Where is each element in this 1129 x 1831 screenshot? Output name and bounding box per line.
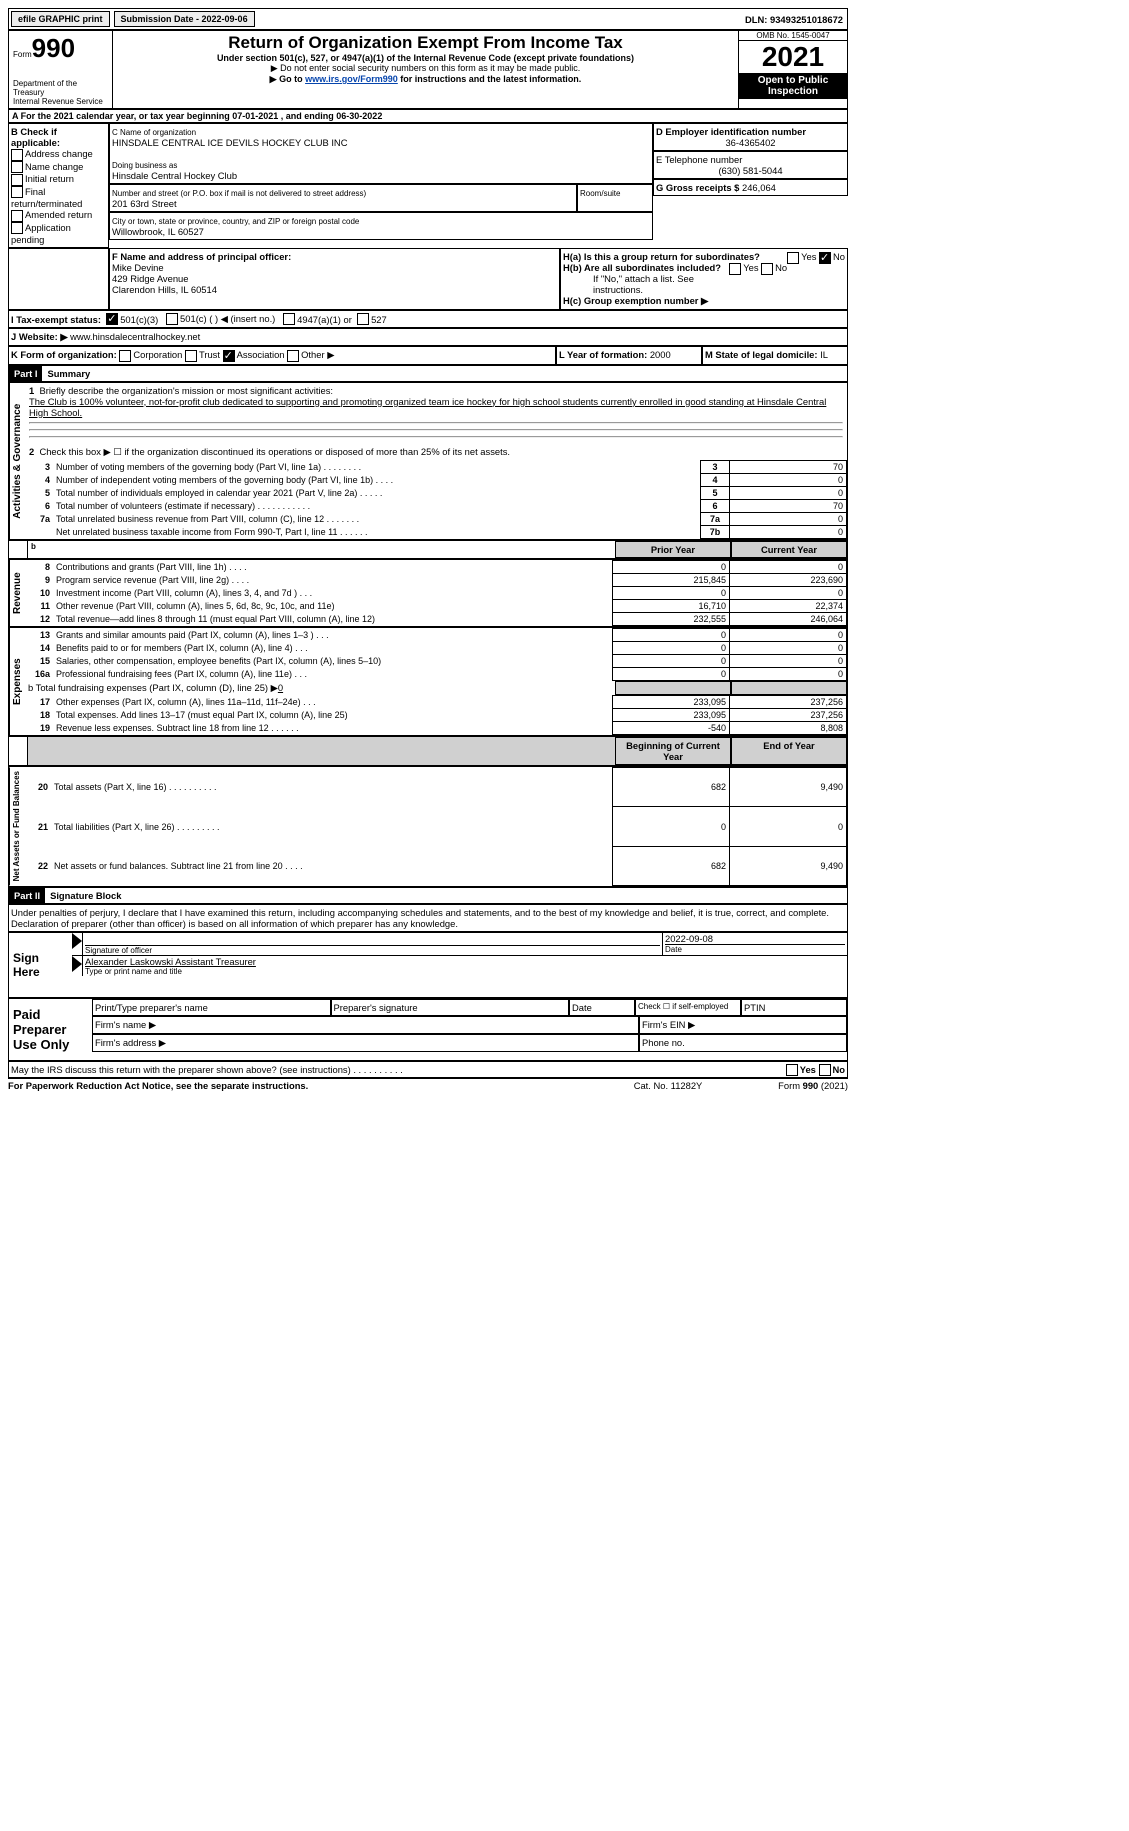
b-opt[interactable]: Initial return <box>11 173 106 186</box>
ha-yes[interactable] <box>787 252 799 264</box>
ha-no[interactable] <box>819 252 831 264</box>
arrow-icon <box>72 956 82 972</box>
irs-link[interactable]: www.irs.gov/Form990 <box>305 74 398 84</box>
tax-year: 2021 <box>739 41 847 73</box>
discuss-no[interactable] <box>819 1064 831 1076</box>
line-a: A For the 2021 calendar year, or tax yea… <box>8 109 848 123</box>
hb-yes[interactable] <box>729 263 741 275</box>
b-opt[interactable]: Final return/terminated <box>11 186 106 210</box>
i-501c3[interactable] <box>106 313 118 325</box>
subdate: Submission Date - 2022-09-06 <box>114 11 255 27</box>
b-opt[interactable]: Application pending <box>11 222 106 246</box>
efile-label: efile GRAPHIC print <box>11 11 110 27</box>
form-footer: Form 990 (2021) <box>728 1080 848 1091</box>
website: www.hinsdalecentralhockey.net <box>68 331 201 342</box>
form-title: Return of Organization Exempt From Incom… <box>115 33 736 53</box>
b-opt[interactable]: Address change <box>11 148 106 161</box>
discuss-yes[interactable] <box>786 1064 798 1076</box>
ein: 36-4365402 <box>656 137 845 148</box>
k-assoc[interactable] <box>223 350 235 362</box>
b-opt[interactable]: Name change <box>11 161 106 174</box>
org-name: HINSDALE CENTRAL ICE DEVILS HOCKEY CLUB … <box>112 137 347 148</box>
hb-no[interactable] <box>761 263 773 275</box>
arrow-icon <box>72 933 82 949</box>
mission: The Club is 100% volunteer, not-for-prof… <box>29 396 826 418</box>
form-header: Form990 Department of the Treasury Inter… <box>8 30 848 109</box>
phone: (630) 581-5044 <box>656 165 845 176</box>
declaration: Under penalties of perjury, I declare th… <box>8 904 848 932</box>
topbar: efile GRAPHIC print Submission Date - 20… <box>8 8 848 30</box>
b-opt[interactable]: Amended return <box>11 209 106 222</box>
dln: DLN: 93493251018672 <box>741 12 847 27</box>
